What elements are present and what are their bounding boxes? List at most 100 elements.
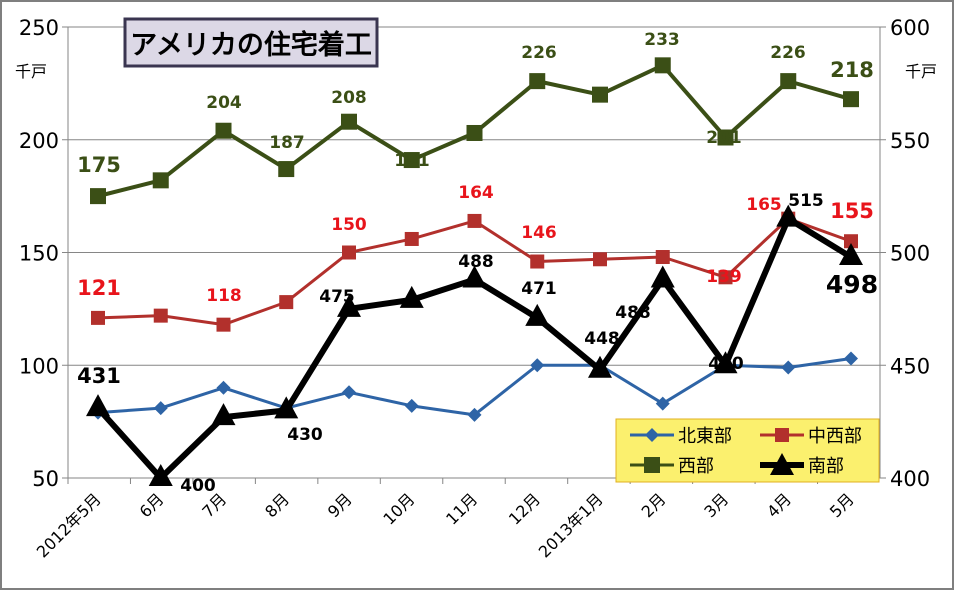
data-label: 488	[615, 303, 651, 323]
y-tick-label: 250	[19, 16, 59, 40]
x-tick-label: 12月	[505, 489, 544, 528]
data-point	[337, 294, 361, 317]
data-label: 139	[706, 267, 742, 287]
data-point	[843, 91, 859, 108]
data-label: 475	[319, 287, 355, 307]
x-tick-label: 10月	[379, 489, 418, 528]
y-tick-label: 100	[19, 354, 59, 378]
data-point	[530, 254, 545, 269]
legend-label: 北東部	[678, 426, 732, 447]
data-point	[592, 86, 608, 103]
data-point	[654, 57, 671, 74]
data-point	[466, 124, 483, 141]
data-label: 488	[458, 252, 494, 272]
data-point	[216, 380, 231, 395]
data-label: 226	[770, 43, 806, 63]
data-point	[593, 252, 607, 267]
x-tick-label: 3月	[700, 489, 732, 521]
data-point	[403, 152, 420, 169]
data-label: 498	[826, 270, 878, 299]
data-point	[404, 231, 419, 246]
data-label: 191	[394, 151, 430, 171]
data-label: 155	[830, 199, 874, 223]
data-point	[152, 172, 169, 189]
data-label: 150	[331, 215, 367, 235]
data-point	[399, 285, 424, 308]
data-point	[525, 303, 550, 326]
data-point	[775, 428, 789, 442]
data-point	[153, 308, 168, 323]
x-tick-label: 2012年5月	[33, 489, 105, 561]
data-label: 187	[269, 133, 305, 153]
y2-tick-label: 500	[890, 242, 930, 266]
data-point	[467, 213, 482, 228]
data-point	[844, 234, 858, 249]
data-label: 218	[830, 58, 874, 82]
data-label: 165	[746, 195, 782, 215]
y-tick-label: 150	[19, 242, 59, 266]
data-label: 471	[521, 279, 557, 299]
data-point	[645, 428, 659, 442]
y2-tick-label: 400	[890, 467, 930, 491]
data-label: 204	[206, 93, 242, 113]
data-point	[153, 401, 168, 416]
data-label: 146	[521, 223, 557, 243]
data-point	[342, 385, 356, 400]
data-label: 448	[584, 329, 620, 349]
data-point	[650, 265, 675, 288]
data-point	[211, 403, 236, 426]
data-point	[215, 122, 232, 139]
data-point	[770, 453, 794, 475]
data-point	[718, 270, 733, 285]
x-tick-label: 2月	[638, 489, 670, 521]
data-point	[90, 188, 106, 205]
data-label: 164	[458, 183, 494, 203]
data-label: 121	[77, 276, 121, 300]
data-label: 450	[708, 354, 744, 374]
x-tick-label: 4月	[763, 489, 795, 521]
data-label: 175	[77, 153, 121, 177]
y-tick-label: 50	[32, 467, 59, 491]
y2-tick-label: 550	[890, 129, 930, 153]
data-point	[404, 398, 419, 413]
data-point	[781, 360, 796, 375]
legend-label: 南部	[808, 456, 844, 477]
y-axis-label: 千戸	[15, 62, 47, 81]
data-point	[644, 457, 660, 473]
data-point	[274, 396, 299, 419]
data-point	[844, 351, 858, 366]
x-tick-label: 9月	[324, 489, 356, 521]
y-tick-label: 200	[19, 129, 59, 153]
chart-title: アメリカの住宅着工	[130, 29, 372, 61]
y2-axis-label: 千戸	[905, 62, 937, 81]
title-box	[123, 17, 379, 68]
data-label: 233	[644, 30, 680, 50]
data-point	[279, 295, 294, 310]
data-label: 226	[521, 43, 557, 63]
data-point	[530, 358, 545, 373]
data-label: 201	[706, 128, 742, 148]
data-point	[342, 245, 356, 260]
data-point	[216, 317, 231, 332]
data-point	[655, 250, 670, 265]
data-point	[717, 129, 734, 146]
data-label: 515	[788, 191, 824, 211]
data-point	[588, 355, 612, 378]
data-point	[278, 161, 295, 178]
data-label: 400	[180, 476, 216, 496]
x-tick-label: 11月	[442, 489, 481, 528]
x-tick-label: 6月	[136, 489, 168, 521]
data-point	[467, 407, 482, 422]
data-label: 430	[287, 425, 323, 445]
data-point	[91, 310, 105, 325]
data-point	[462, 265, 487, 288]
data-point	[776, 204, 801, 227]
y2-tick-label: 600	[890, 16, 930, 40]
x-tick-label: 8月	[261, 489, 293, 521]
data-point	[713, 351, 738, 374]
data-point	[341, 113, 357, 130]
legend-label: 中西部	[808, 426, 862, 447]
data-label: 118	[206, 286, 242, 306]
y2-tick-label: 450	[890, 354, 930, 378]
